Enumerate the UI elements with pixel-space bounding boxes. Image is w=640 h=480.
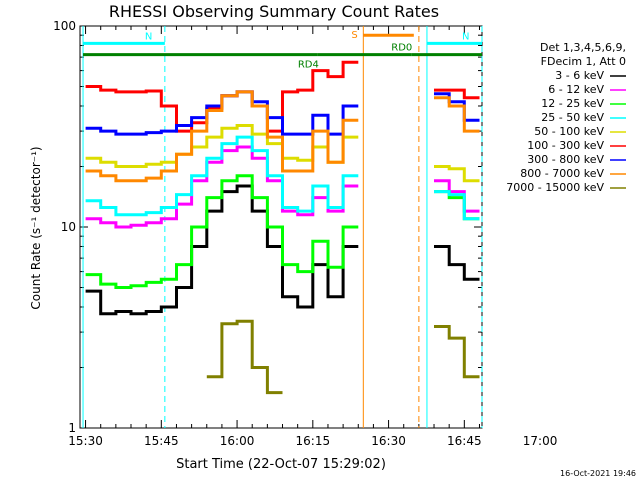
x-axis-ticks (85, 26, 480, 428)
annotation-labels: N N RD4 RD0 S (145, 30, 470, 70)
legend-entry: 7000 - 15000 keV (506, 181, 604, 194)
y-tick-label: 100 (53, 19, 76, 33)
legend-entry: 3 - 6 keV (555, 69, 604, 82)
y-tick-label: 1 (68, 421, 76, 435)
x-tick-label: 16:45 (447, 434, 482, 448)
annotation-label: N (145, 31, 152, 42)
x-tick-label: 15:45 (144, 434, 179, 448)
legend-entry: 50 - 100 keV (534, 125, 604, 138)
legend-header-line: FDecim 1, Att 0 (541, 55, 626, 68)
legend-header-line: Det 1,3,4,5,6,9, (540, 41, 626, 54)
series-path (206, 319, 480, 395)
series-line (85, 90, 480, 183)
series-path (85, 184, 480, 316)
y-axis-ticks (80, 34, 482, 429)
x-tick-label: 16:00 (220, 434, 255, 448)
series-line (206, 319, 480, 395)
y-tick-label: 10 (61, 220, 76, 234)
series-line (85, 135, 480, 221)
annotation-label: S (351, 30, 357, 41)
x-tick-label: 15:30 (68, 434, 103, 448)
legend-swatches (610, 75, 626, 189)
legend: Det 1,3,4,5,6,9, FDecim 1, Att 0 3 - 6 k… (506, 41, 626, 194)
x-tick-labels: 15:30 15:45 16:00 16:15 16:30 16:45 17:0… (68, 434, 557, 448)
legend-entry: 6 - 12 keV (548, 83, 604, 96)
x-tick-label: 16:30 (371, 434, 406, 448)
x-axis-label: Start Time (22-Oct-07 15:29:02) (176, 457, 386, 472)
timestamp: 16-Oct-2021 19:46 (560, 469, 636, 478)
annotation-label: RD4 (298, 60, 319, 71)
legend-entry: 12 - 25 keV (541, 97, 604, 110)
x-tick-label: 16:15 (296, 434, 331, 448)
y-axis-label: Count Rate (s⁻¹ detector⁻¹) (29, 146, 43, 309)
series-line (85, 184, 480, 316)
series-path (85, 135, 480, 221)
x-tick-label: 17:00 (523, 434, 558, 448)
legend-entry: 25 - 50 keV (541, 111, 604, 124)
legend-entry: 300 - 800 keV (527, 153, 604, 166)
annotation-label: RD0 (391, 43, 412, 54)
legend-entry: 100 - 300 keV (527, 139, 604, 152)
legend-entry: 800 - 7000 keV (520, 167, 604, 180)
annotation-label: N (462, 31, 469, 42)
series-path (85, 90, 480, 183)
y-tick-labels: 1 10 100 (53, 19, 76, 435)
chart-title: RHESSI Observing Summary Count Rates (109, 2, 439, 21)
